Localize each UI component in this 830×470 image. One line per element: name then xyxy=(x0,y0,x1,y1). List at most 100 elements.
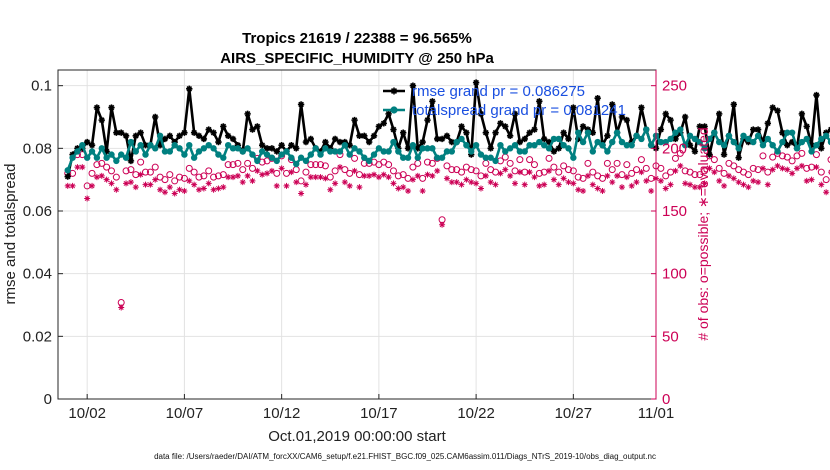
rmse-point xyxy=(190,129,198,136)
totalspread-point xyxy=(152,145,159,152)
totalspread-point xyxy=(142,151,149,158)
totalspread-point xyxy=(521,148,528,155)
rmse-point xyxy=(667,116,674,124)
obs-possible-point xyxy=(224,161,232,169)
totalspread-point xyxy=(171,142,178,149)
totalspread-point xyxy=(803,135,810,143)
rmse-point xyxy=(560,129,567,136)
obs-possible-point xyxy=(545,154,553,162)
obs-possible-point xyxy=(467,166,475,174)
rmse-point xyxy=(458,123,465,130)
obs-possible-point xyxy=(399,171,407,179)
obs-possible-point xyxy=(710,156,718,164)
rmse-point xyxy=(156,142,164,149)
rmse-point xyxy=(336,138,344,146)
obs-evaluated-point xyxy=(259,171,266,178)
totalspread-point xyxy=(249,151,256,158)
totalspread-point xyxy=(686,132,694,139)
obs-evaluated-point xyxy=(531,174,538,181)
totalspread-point xyxy=(643,126,650,133)
totalspread-point xyxy=(550,135,558,143)
obs-possible-point xyxy=(506,159,514,167)
totalspread-point xyxy=(103,154,110,161)
rmse-point xyxy=(278,142,285,149)
y2-tick-label: 150 xyxy=(662,203,687,220)
totalspread-point xyxy=(706,135,713,143)
rmse-point xyxy=(813,91,820,99)
totalspread-point xyxy=(293,160,300,168)
rmse-point xyxy=(64,173,71,180)
rmse-point xyxy=(438,135,446,143)
totalspread-point xyxy=(754,132,762,139)
obs-evaluated-point xyxy=(628,182,635,189)
obs-evaluated-point xyxy=(361,172,368,179)
obs-evaluated-point xyxy=(623,174,630,181)
rmse-point xyxy=(638,104,645,111)
totalspread-point xyxy=(98,145,105,152)
rmse-point xyxy=(113,129,120,136)
obs-evaluated-point xyxy=(283,182,290,189)
totalspread-point xyxy=(604,148,611,155)
obs-evaluated-point xyxy=(89,182,96,189)
rmse-point xyxy=(351,116,358,124)
obs-evaluated-point xyxy=(550,176,557,183)
totalspread-point xyxy=(239,148,246,155)
obs-possible-point xyxy=(769,153,777,161)
totalspread-point xyxy=(302,157,310,165)
rmse-point xyxy=(818,145,825,152)
obs-possible-point xyxy=(662,172,670,180)
totalspread-point xyxy=(229,145,237,152)
rmse-point xyxy=(764,120,772,127)
obs-evaluated-point xyxy=(171,190,178,197)
totalspread-point xyxy=(424,145,431,152)
rmse-point xyxy=(570,104,577,111)
totalspread-point xyxy=(263,151,271,158)
obs-evaluated-point xyxy=(108,180,115,187)
obs-possible-point xyxy=(244,159,252,167)
totalspread-point xyxy=(351,145,358,152)
obs-evaluated-point xyxy=(79,164,86,171)
obs-evaluated-point xyxy=(662,185,669,192)
rmse-point xyxy=(579,123,587,130)
totalspread-point xyxy=(244,145,251,152)
rmse-point xyxy=(730,101,737,108)
obs-evaluated-point xyxy=(118,304,125,311)
obs-evaluated-point xyxy=(779,165,786,172)
obs-possible-point xyxy=(560,162,568,170)
totalspread-point xyxy=(759,142,767,149)
totalspread-point xyxy=(390,138,397,146)
rmse-point xyxy=(293,145,300,152)
totalspread-point xyxy=(720,142,728,149)
chart-title: Tropics 21619 / 22388 = 96.565% xyxy=(242,30,472,47)
obs-evaluated-point xyxy=(521,181,528,188)
obs-possible-point xyxy=(516,156,524,164)
rmse-point xyxy=(361,132,368,139)
totalspread-point xyxy=(69,154,76,161)
totalspread-point xyxy=(696,138,703,146)
totalspread-point xyxy=(385,148,392,155)
rmse-point xyxy=(779,129,786,136)
totalspread-point xyxy=(127,138,135,146)
obs-evaluated-point xyxy=(618,184,625,191)
totalspread-point xyxy=(283,148,290,155)
obs-possible-point xyxy=(720,169,728,177)
rmse-point xyxy=(589,129,596,136)
totalspread-point xyxy=(531,142,538,149)
rmse-point xyxy=(808,142,815,149)
obs-possible-point xyxy=(127,166,135,174)
totalspread-point xyxy=(434,154,441,161)
rmse-point xyxy=(482,129,490,136)
totalspread-point xyxy=(511,142,519,149)
obs-evaluated-point xyxy=(565,179,572,186)
totalspread-point xyxy=(215,151,222,158)
obs-possible-point xyxy=(676,149,684,157)
obs-evaluated-point xyxy=(220,184,227,191)
obs-possible-point xyxy=(555,168,563,176)
obs-evaluated-point xyxy=(215,185,222,192)
totalspread-point xyxy=(443,148,451,155)
obs-evaluated-point xyxy=(429,172,436,179)
totalspread-point xyxy=(307,151,315,158)
obs-evaluated-point xyxy=(142,181,149,188)
legend-spread-label: totalspread grand pr = 0.081241 xyxy=(412,102,626,119)
obs-evaluated-point xyxy=(302,181,309,188)
